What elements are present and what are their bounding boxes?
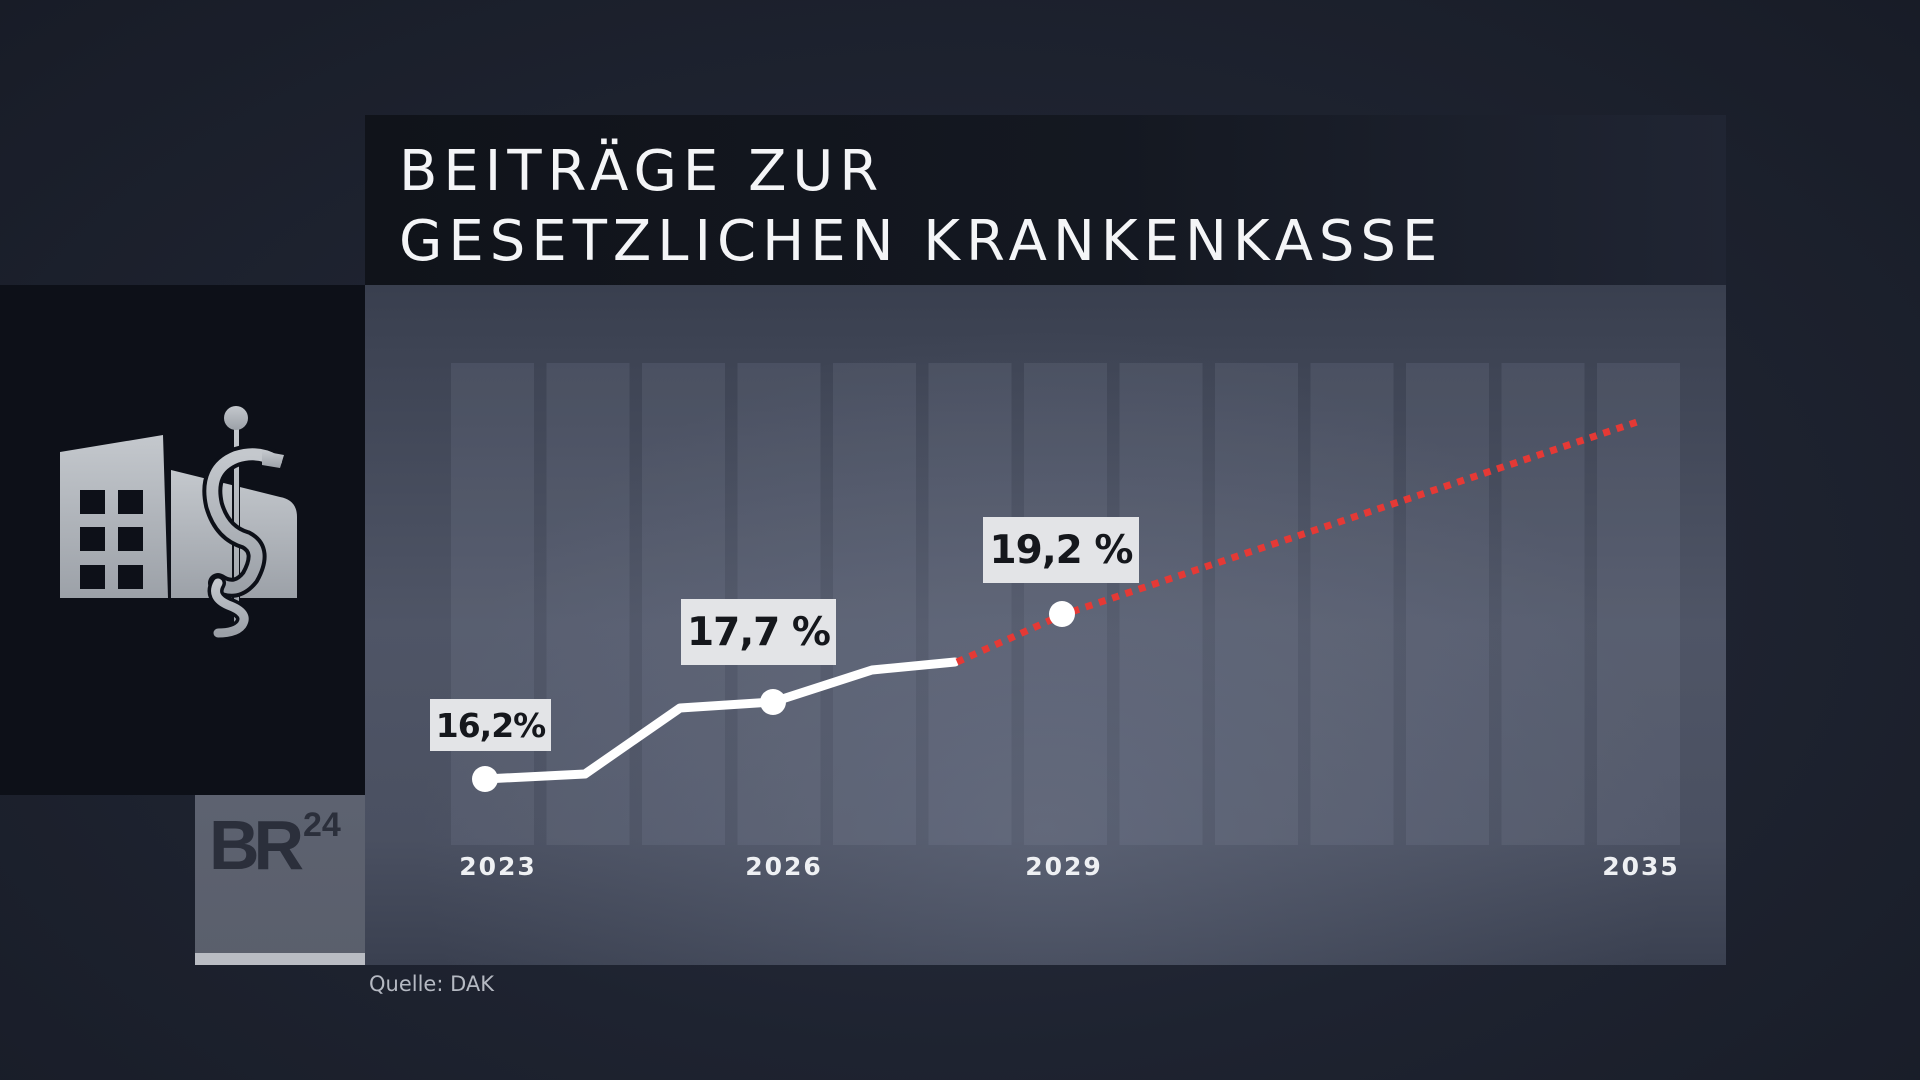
x-tick-2026: 2026 (745, 852, 823, 881)
logo-br-text: BR (209, 806, 304, 884)
chart-title: BEITRÄGE ZUR GESETZLICHEN KRANKENKASSE (399, 137, 1443, 277)
year-column (833, 363, 916, 845)
value-label-2023: 16,2% (430, 699, 551, 751)
value-label-2026: 17,7 % (681, 599, 836, 665)
actual-line (480, 657, 960, 784)
year-column (546, 363, 630, 845)
x-tick-2029: 2029 (1025, 852, 1103, 881)
hospital-asclepius-icon (60, 406, 297, 641)
panel-glow (365, 285, 1726, 965)
year-column (1310, 363, 1394, 845)
value-label-2029: 19,2 % (983, 517, 1139, 583)
data-point-2026 (760, 689, 786, 715)
x-tick-2035: 2035 (1602, 852, 1680, 881)
year-column (451, 363, 534, 845)
year-column (1597, 363, 1680, 845)
year-column (928, 363, 1012, 845)
title-bar: BEITRÄGE ZUR GESETZLICHEN KRANKENKASSE (365, 115, 1726, 285)
source-note: Quelle: DAK (369, 972, 495, 996)
year-column (1501, 363, 1585, 845)
title-line-1: BEITRÄGE ZUR (399, 139, 885, 204)
logo-24-text: 24 (303, 806, 341, 844)
logo-strip (195, 953, 365, 965)
topic-icon-block (0, 285, 365, 795)
title-line-2: GESETZLICHEN KRANKENKASSE (399, 209, 1444, 274)
year-column (1406, 363, 1489, 845)
year-column (1215, 363, 1298, 845)
data-point-2023 (472, 766, 498, 792)
br24-logo: BR 24 (195, 795, 365, 965)
year-column (1119, 363, 1203, 845)
data-point-2029 (1049, 601, 1075, 627)
x-tick-2023: 2023 (459, 852, 537, 881)
